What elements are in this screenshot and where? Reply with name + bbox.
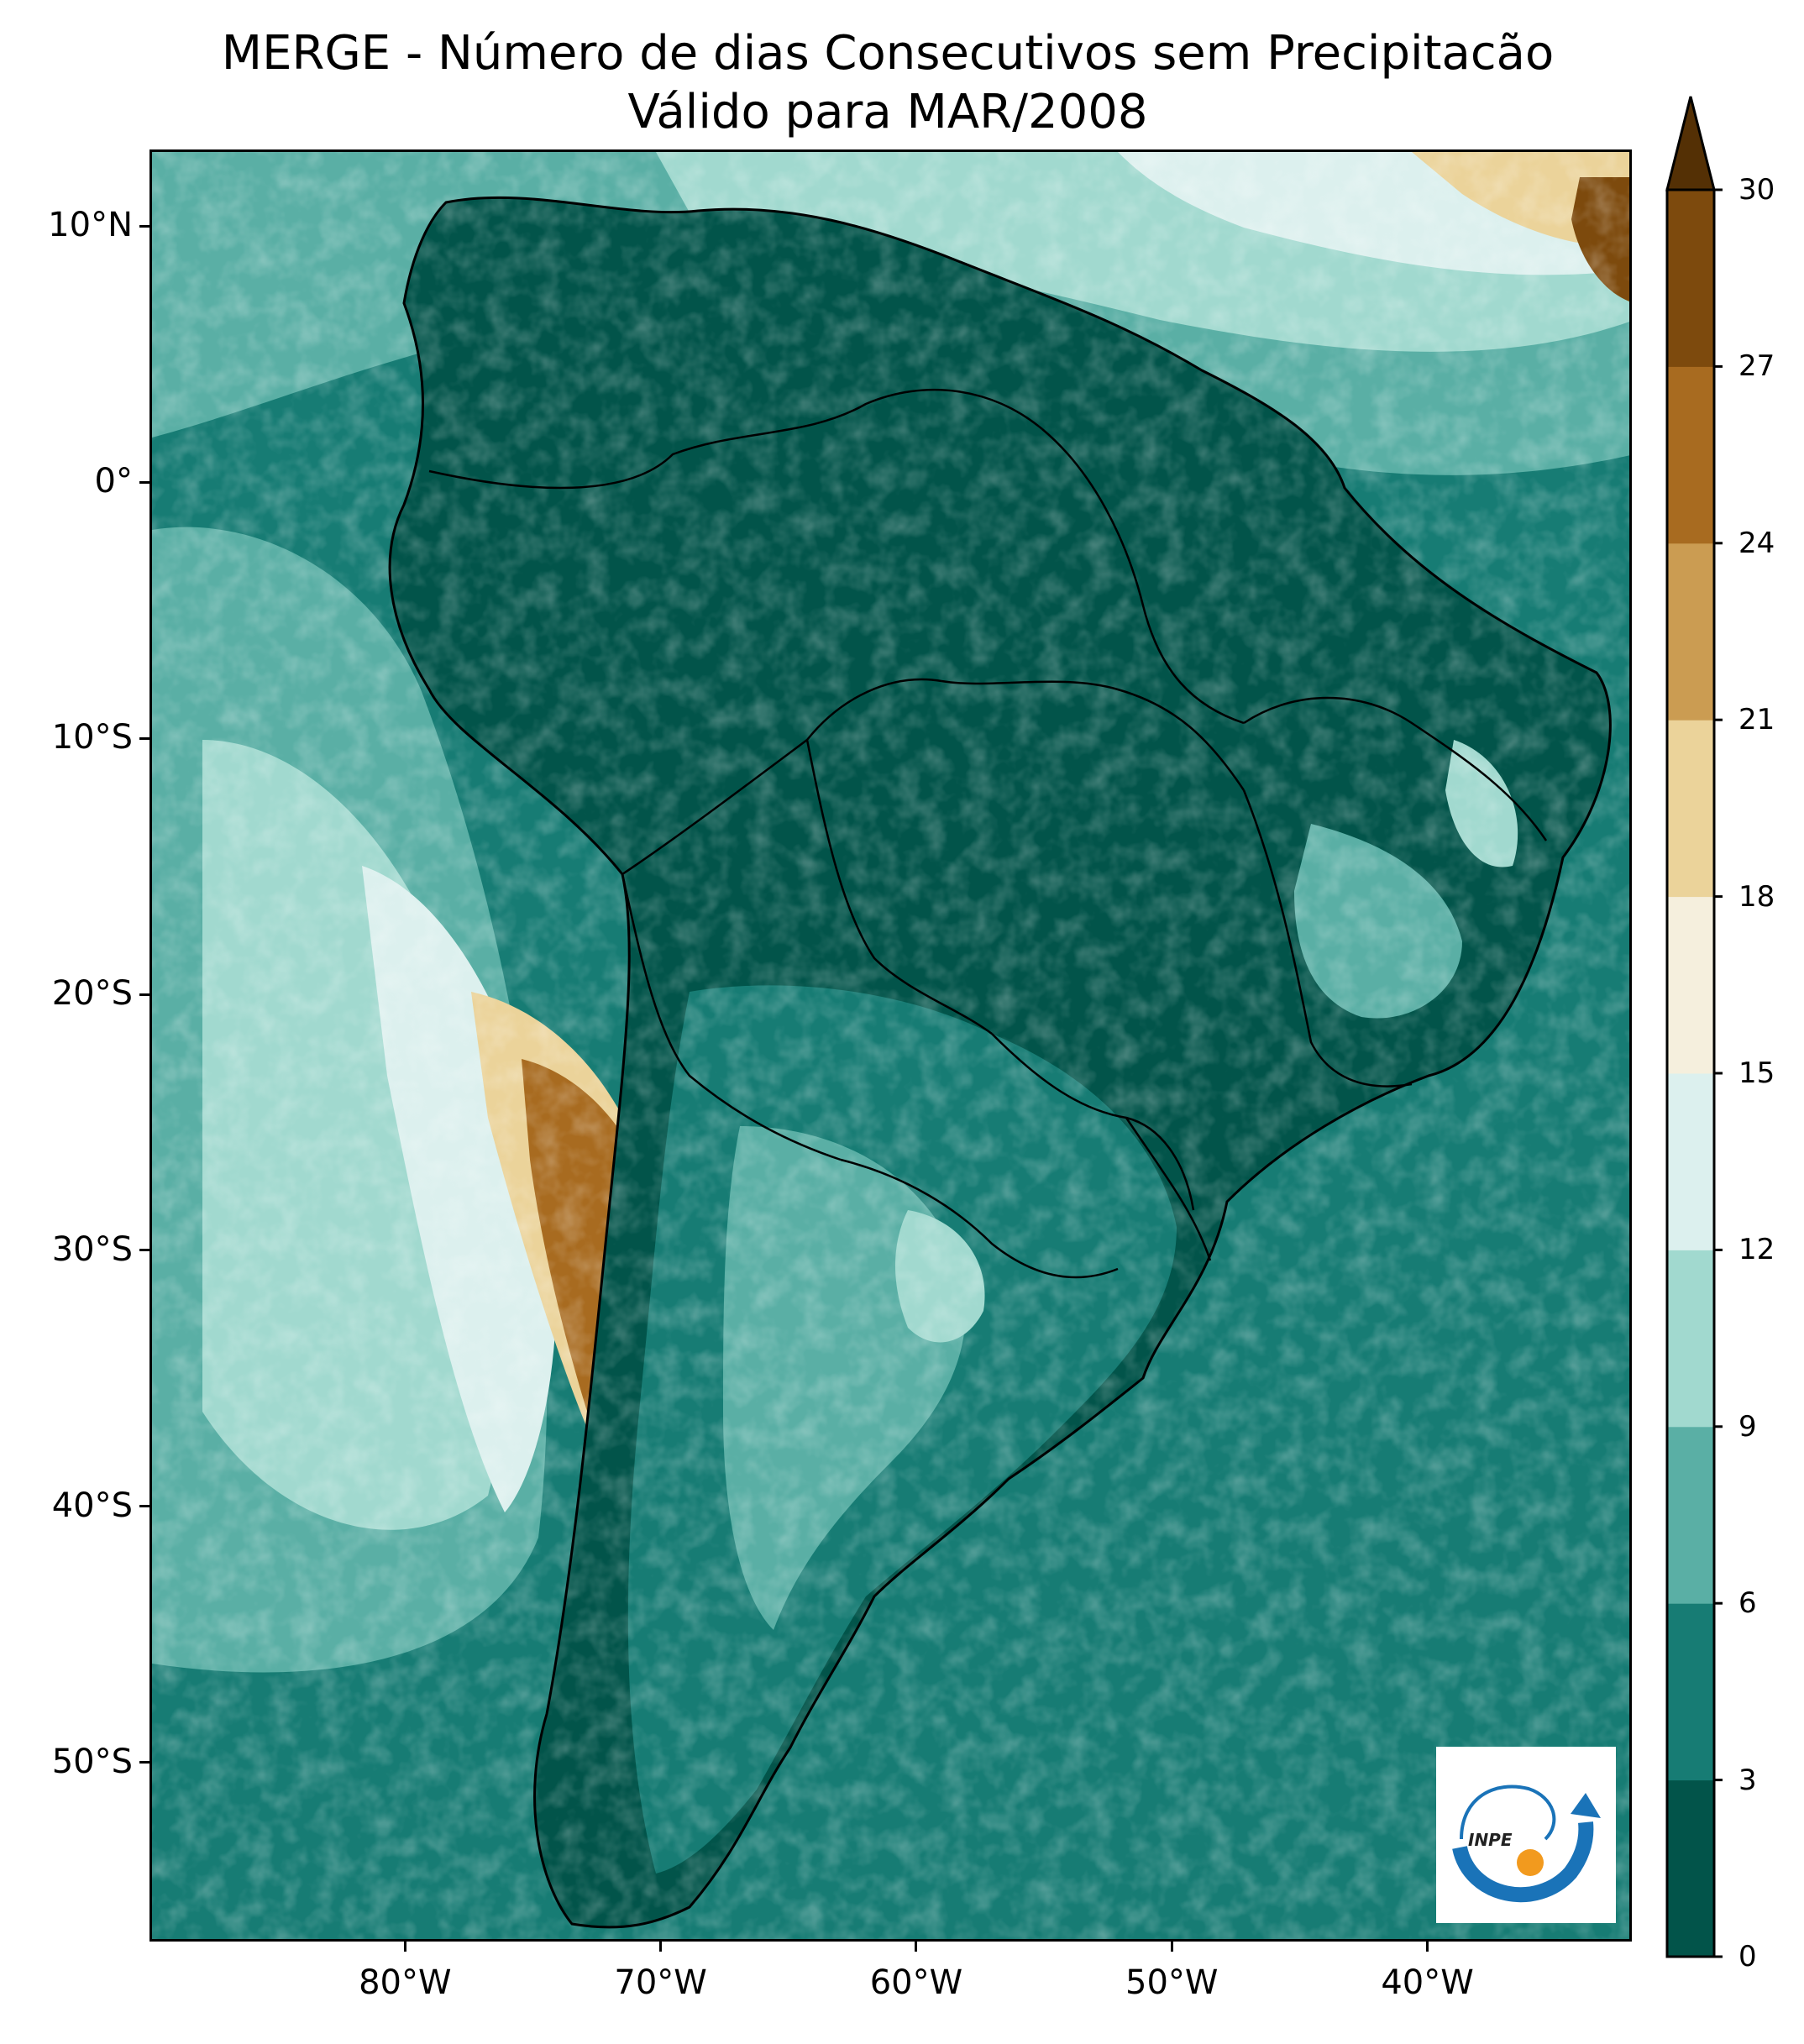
colorbar-extend-arrow [1665, 96, 1716, 191]
lat-tick-label: 30°S [51, 1229, 133, 1269]
precipitation-map [152, 152, 1629, 1939]
colorbar-tick-label: 9 [1738, 1409, 1757, 1444]
lat-tick [139, 1761, 149, 1764]
lat-tick-label: 50°S [51, 1742, 133, 1781]
colorbar-segment [1667, 1603, 1714, 1781]
lat-tick [139, 1249, 149, 1252]
colorbar-segment [1667, 896, 1714, 1074]
colorbar-segment [1667, 542, 1714, 721]
logo-text: INPE [1468, 1830, 1513, 1850]
colorbar-tick-label: 18 [1738, 879, 1775, 914]
colorbar [1665, 96, 1723, 1958]
map-subtitle: Válido para MAR/2008 [627, 85, 1148, 139]
lat-tick-label: 10°S [51, 718, 133, 757]
coastline [388, 196, 1612, 1929]
colorbar-segment [1667, 720, 1714, 898]
lon-tick-label: 80°W [359, 1963, 452, 2002]
colorbar-tick-label: 15 [1738, 1056, 1775, 1090]
lat-tick [139, 1505, 149, 1508]
lon-tick [915, 1942, 918, 1952]
lat-tick [139, 736, 149, 740]
colorbar-segment [1667, 366, 1714, 544]
colorbar-tick-label: 30 [1738, 173, 1775, 207]
country-borders [428, 388, 1548, 1279]
colorbar-segment [1667, 1426, 1714, 1604]
lat-tick-label: 0° [94, 462, 133, 501]
lon-tick [1426, 1942, 1429, 1952]
lon-tick [659, 1942, 663, 1952]
colorbar-segment [1667, 1779, 1714, 1958]
colorbar-tick-label: 0 [1738, 1940, 1757, 1973]
field-texture [152, 152, 1629, 1939]
lon-tick-label: 60°W [869, 1963, 963, 2002]
lat-tick-label: 20°S [51, 974, 133, 1014]
lon-tick-label: 70°W [614, 1963, 707, 2002]
inpe-logo: INPE [1436, 1747, 1616, 1923]
lon-tick-label: 50°W [1125, 1963, 1219, 2002]
lat-tick [139, 993, 149, 996]
inpe-logo-icon: INPE [1452, 1785, 1601, 1903]
lat-tick-label: 10°N [48, 206, 133, 245]
colorbar-tick-label: 12 [1738, 1233, 1775, 1267]
lon-tick-label: 40°W [1381, 1963, 1474, 2002]
map-title: MERGE - Número de dias Consecutivos sem … [221, 26, 1555, 81]
colorbar-segment [1667, 1073, 1714, 1250]
lat-tick-label: 40°S [51, 1486, 133, 1525]
colorbar-tick-label: 6 [1738, 1586, 1757, 1621]
colorbar-segment [1667, 190, 1714, 367]
colorbar-tick-label: 27 [1738, 349, 1775, 384]
colorbar-segment [1667, 1250, 1714, 1428]
map-panel [149, 149, 1632, 1942]
colorbar-tick-label: 24 [1738, 526, 1775, 560]
lat-tick [139, 224, 149, 228]
colorbar-tick-label: 21 [1738, 703, 1775, 737]
lon-tick [1170, 1942, 1173, 1952]
colorbar-tick-label: 3 [1738, 1763, 1757, 1797]
lat-tick [139, 480, 149, 484]
lon-tick [403, 1942, 406, 1952]
